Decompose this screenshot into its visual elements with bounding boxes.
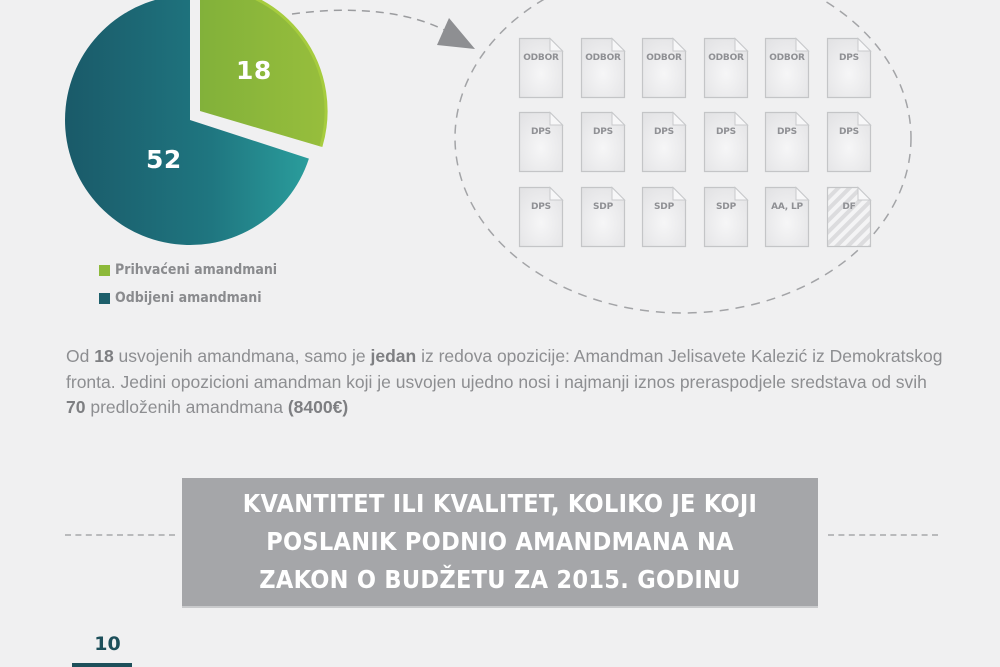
document-label: DPS	[839, 53, 859, 63]
document-icon	[764, 37, 810, 99]
document-icon	[703, 186, 749, 248]
paragraph-text: iz redova opozicije: Amandman Jelisavete…	[66, 346, 943, 392]
document-icon-item: DPS	[703, 111, 749, 173]
document-icon-item: DPS	[580, 111, 626, 173]
document-label: SDP	[654, 202, 674, 212]
document-icon	[703, 111, 749, 173]
paragraph-text: Od	[66, 346, 95, 366]
paragraph-bold: 70	[66, 397, 86, 417]
document-icon	[580, 186, 626, 248]
paragraph-text: predloženih amandmana	[85, 397, 288, 417]
document-label: AA, LP	[771, 202, 803, 212]
document-icon	[641, 111, 687, 173]
legend-swatch-teal	[99, 292, 110, 304]
document-icon	[580, 111, 626, 173]
document-icon	[764, 111, 810, 173]
legend-label: Odbijeni amandmani	[115, 290, 262, 306]
divider-left	[65, 534, 175, 536]
document-icon-item: SDP	[641, 186, 687, 248]
document-icon-item: DPS	[764, 111, 810, 173]
document-label: DF	[842, 202, 856, 212]
pie-value-accepted: 18	[236, 56, 272, 85]
document-icon-item: DF	[826, 186, 872, 248]
document-label: DPS	[654, 127, 674, 137]
document-label: ODBOR	[646, 53, 682, 63]
pie-slice-accepted-rim	[255, 0, 328, 148]
pie-value-rejected: 52	[146, 145, 182, 174]
document-label: ODBOR	[523, 53, 559, 63]
document-icon	[518, 37, 564, 99]
document-label: DPS	[839, 127, 859, 137]
pie-legend: Prihvaćeni amandmani Odbijeni amandmani	[99, 256, 277, 312]
document-label: SDP	[593, 202, 613, 212]
document-label: SDP	[716, 202, 736, 212]
document-icon	[518, 111, 564, 173]
document-label: DPS	[593, 127, 613, 137]
document-label: DPS	[716, 127, 736, 137]
divider-right	[828, 534, 938, 536]
document-icon-item: ODBOR	[764, 37, 810, 99]
document-icon	[641, 37, 687, 99]
document-icon	[703, 37, 749, 99]
document-label: ODBOR	[769, 53, 805, 63]
section-title-line: POSLANIK PODNIO AMANDMANA NA	[266, 527, 734, 556]
section-title-line: ZAKON O BUDŽETU ZA 2015. GODINU	[259, 565, 741, 594]
document-icon-item: DPS	[826, 111, 872, 173]
section-title-line: KVANTITET ILI KVALITET, KOLIKO JE KOJI	[242, 489, 758, 518]
document-icon	[826, 111, 872, 173]
document-icon	[518, 186, 564, 248]
arrow-head-icon	[437, 18, 475, 49]
document-label: ODBOR	[708, 53, 744, 63]
paragraph-text: usvojenih amandmana, samo je	[113, 346, 371, 366]
summary-paragraph: Od 18 usvojenih amandmana, samo je jedan…	[66, 344, 946, 421]
document-icon-item: SDP	[580, 186, 626, 248]
document-label: DPS	[777, 127, 797, 137]
pie-slice-rejected	[65, 0, 309, 245]
document-icon-item: ODBOR	[518, 37, 564, 99]
document-icon	[826, 37, 872, 99]
document-icon-item: ODBOR	[580, 37, 626, 99]
pie-slice-accepted	[200, 0, 327, 147]
document-icon	[764, 186, 810, 248]
paragraph-bold: jedan	[370, 346, 417, 366]
legend-item-rejected: Odbijeni amandmani	[99, 284, 277, 312]
document-icon-item: ODBOR	[641, 37, 687, 99]
document-label: DPS	[531, 202, 551, 212]
document-label: DPS	[531, 127, 551, 137]
pie-chart	[65, 0, 328, 245]
paragraph-bold: (8400€)	[287, 397, 349, 417]
document-icon	[580, 37, 626, 99]
legend-label: Prihvaćeni amandmani	[115, 262, 278, 278]
document-icon-item: ODBOR	[703, 37, 749, 99]
paragraph-bold: 18	[94, 346, 114, 366]
page-number: 10	[94, 633, 121, 655]
document-icon-item: DPS	[518, 186, 564, 248]
document-icon-item: AA, LP	[764, 186, 810, 248]
legend-swatch-green	[99, 264, 110, 276]
page-number-bar	[72, 663, 132, 667]
document-icon-item: DPS	[518, 111, 564, 173]
document-icon	[641, 186, 687, 248]
document-icon	[826, 186, 872, 248]
document-icon-item: SDP	[703, 186, 749, 248]
document-label: ODBOR	[585, 53, 621, 63]
legend-item-accepted: Prihvaćeni amandmani	[99, 256, 277, 284]
section-title: KVANTITET ILI KVALITET, KOLIKO JE KOJI P…	[182, 478, 818, 608]
document-icon-item: DPS	[826, 37, 872, 99]
document-icon-item: DPS	[641, 111, 687, 173]
